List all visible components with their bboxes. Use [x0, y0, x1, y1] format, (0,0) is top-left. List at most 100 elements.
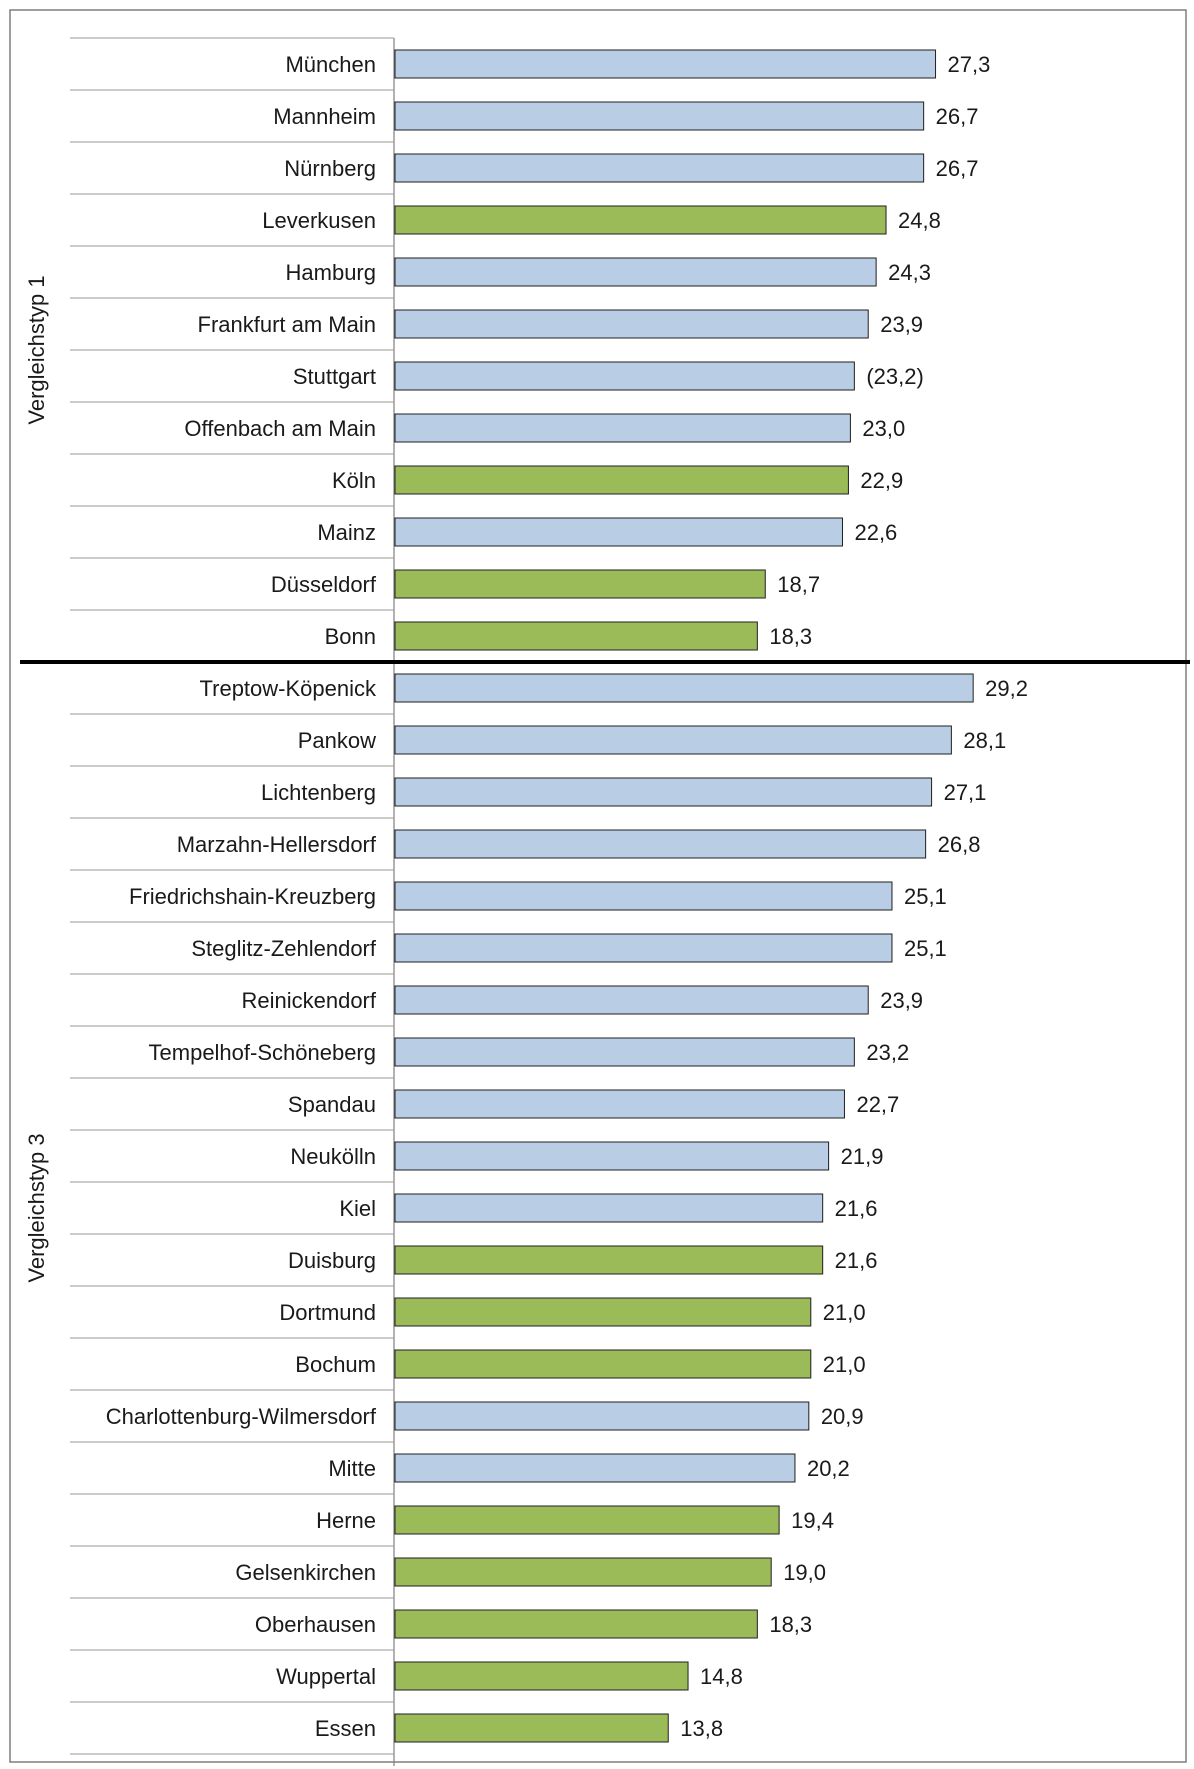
bar	[394, 309, 869, 339]
data-label: 24,8	[898, 208, 941, 233]
data-label: 21,0	[823, 1352, 866, 1377]
bar	[394, 1609, 758, 1639]
bar	[394, 1193, 824, 1223]
category-label: München	[285, 52, 376, 77]
category-label: Reinickendorf	[241, 988, 376, 1013]
data-label: 18,3	[769, 624, 812, 649]
bar	[394, 1245, 824, 1275]
category-label: Mitte	[328, 1456, 376, 1481]
bar-row: Mitte 20,2	[70, 1453, 850, 1495]
data-label: 26,7	[936, 104, 979, 129]
bar	[394, 621, 758, 651]
category-label: Stuttgart	[293, 364, 376, 389]
bar	[394, 933, 893, 963]
bar-row: Gelsenkirchen 19,0	[70, 1557, 826, 1599]
chart-border	[9, 9, 1187, 1763]
bar-row: Bochum 21,0	[70, 1349, 866, 1391]
category-label: Neukölln	[290, 1144, 376, 1169]
data-label: 18,3	[769, 1612, 812, 1637]
bar	[394, 777, 933, 807]
category-label: Steglitz-Zehlendorf	[191, 936, 377, 961]
data-label: 27,3	[948, 52, 991, 77]
data-label: 14,8	[700, 1664, 743, 1689]
bar-row: Leverkusen 24,8	[70, 205, 941, 247]
bar	[394, 153, 925, 183]
data-label: 20,9	[821, 1404, 864, 1429]
bar-row: Mannheim 26,7	[70, 101, 979, 143]
chart-frame	[9, 9, 1187, 1766]
data-label: 22,6	[854, 520, 897, 545]
category-label: Frankfurt am Main	[198, 312, 377, 337]
category-label: Mainz	[317, 520, 376, 545]
category-label: Essen	[315, 1716, 376, 1741]
bar-row: Charlottenburg-Wilmersdorf 20,9	[70, 1401, 864, 1443]
data-label: 26,8	[938, 832, 981, 857]
bar-row: Marzahn-Hellersdorf 26,8	[70, 829, 981, 871]
data-label: 22,9	[860, 468, 903, 493]
data-label: 29,2	[985, 676, 1028, 701]
data-label: 25,1	[904, 884, 947, 909]
bar-row: Wuppertal 14,8	[70, 1661, 743, 1703]
bar	[394, 985, 869, 1015]
category-label: Marzahn-Hellersdorf	[177, 832, 377, 857]
category-label: Duisburg	[288, 1248, 376, 1273]
bar	[394, 1141, 830, 1171]
bar-row: Köln 22,9	[70, 465, 903, 507]
category-label: Herne	[316, 1508, 376, 1533]
data-label: 19,4	[791, 1508, 834, 1533]
bar	[394, 49, 937, 79]
bar-row: Lichtenberg 27,1	[70, 777, 986, 819]
group-label: Vergleichstyp 3	[24, 1133, 49, 1282]
bar	[394, 725, 952, 755]
data-label: 23,9	[880, 988, 923, 1013]
bar-row: Nürnberg 26,7	[70, 153, 978, 195]
bar	[394, 1349, 812, 1379]
data-label: 18,7	[777, 572, 820, 597]
bar	[394, 413, 851, 443]
data-label: 28,1	[963, 728, 1006, 753]
bar	[394, 1661, 689, 1691]
category-label: Wuppertal	[276, 1664, 376, 1689]
data-label: 21,6	[835, 1248, 878, 1273]
category-label: Bonn	[325, 624, 376, 649]
category-label: Nürnberg	[284, 156, 376, 181]
bar	[394, 257, 877, 287]
bar-row: Essen 13,8	[70, 1713, 723, 1755]
bar-row: Düsseldorf 18,7	[70, 569, 820, 611]
bar	[394, 881, 893, 911]
bar-row: Dortmund 21,0	[70, 1297, 866, 1339]
bar-row: Hamburg 24,3	[70, 257, 931, 299]
category-rows: München 27,3 Mannheim 26,7 Nürnberg 26,7 Lever…	[70, 49, 1028, 1755]
bar-row: Reinickendorf 23,9	[70, 985, 923, 1027]
category-label: Spandau	[288, 1092, 376, 1117]
data-label: 23,0	[862, 416, 905, 441]
bar-row: Oberhausen 18,3	[70, 1609, 812, 1651]
bar	[394, 1037, 855, 1067]
category-label: Bochum	[295, 1352, 376, 1377]
category-label: Treptow-Köpenick	[200, 676, 377, 701]
bar-row: Mainz 22,6	[70, 517, 897, 559]
category-label: Hamburg	[286, 260, 376, 285]
data-label: 20,2	[807, 1456, 850, 1481]
bar	[394, 1297, 812, 1327]
data-label: 21,9	[841, 1144, 884, 1169]
data-label: 21,0	[823, 1300, 866, 1325]
category-label: Dortmund	[279, 1300, 376, 1325]
category-label: Tempelhof-Schöneberg	[149, 1040, 376, 1065]
category-label: Lichtenberg	[261, 780, 376, 805]
bar	[394, 465, 849, 495]
bar-row: Steglitz-Zehlendorf 25,1	[70, 933, 947, 975]
bar-row: Offenbach am Main 23,0	[70, 413, 905, 455]
bar-row: Herne 19,4	[70, 1505, 834, 1547]
category-label: Charlottenburg-Wilmersdorf	[106, 1404, 377, 1429]
data-label: (23,2)	[866, 364, 923, 389]
bar	[394, 517, 843, 547]
bar-row: Bonn 18,3	[325, 621, 812, 651]
bar	[394, 1505, 780, 1535]
bar	[394, 361, 855, 391]
bar	[394, 1401, 810, 1431]
bar	[394, 1089, 845, 1119]
bar	[394, 205, 887, 235]
category-label: Gelsenkirchen	[235, 1560, 376, 1585]
